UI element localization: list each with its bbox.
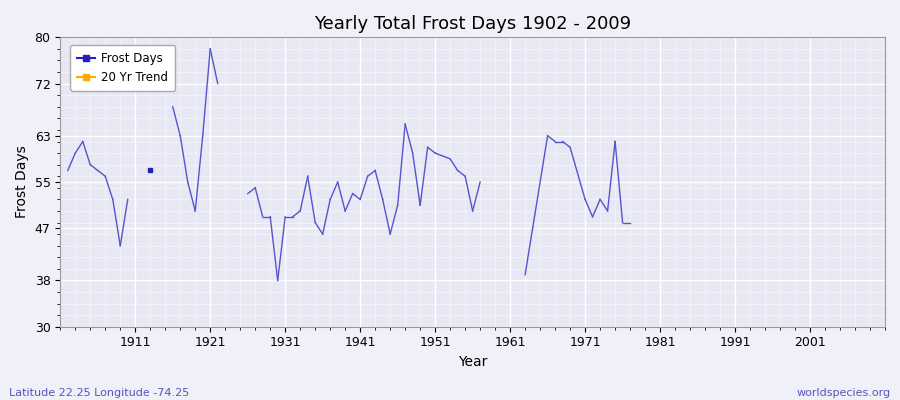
Text: Latitude 22.25 Longitude -74.25: Latitude 22.25 Longitude -74.25: [9, 388, 189, 398]
Legend: Frost Days, 20 Yr Trend: Frost Days, 20 Yr Trend: [70, 45, 176, 91]
Title: Yearly Total Frost Days 1902 - 2009: Yearly Total Frost Days 1902 - 2009: [314, 15, 631, 33]
X-axis label: Year: Year: [458, 355, 487, 369]
Text: worldspecies.org: worldspecies.org: [796, 388, 891, 398]
Y-axis label: Frost Days: Frost Days: [15, 146, 29, 218]
